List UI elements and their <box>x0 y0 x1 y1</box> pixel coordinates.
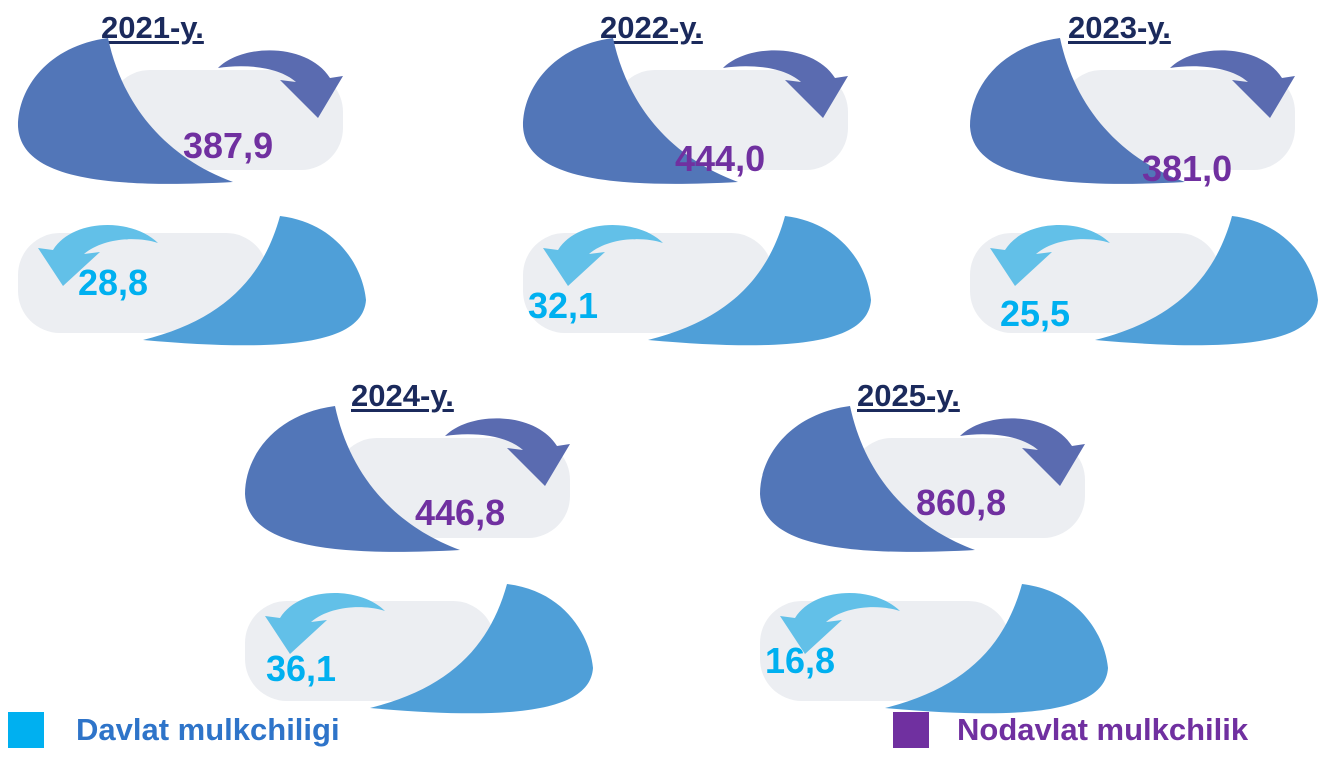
year-group-2024: 2024-y. 446,8 36,1 <box>245 378 605 723</box>
davlat-value: 25,5 <box>1000 293 1071 334</box>
year-group-2022: 2022-y. 444,0 32,1 <box>523 10 883 355</box>
infographic-shape <box>523 38 871 346</box>
top-leaf-shape <box>523 38 738 184</box>
davlat-value: 16,8 <box>765 640 836 681</box>
top-arrow-icon <box>445 418 570 486</box>
bottom-leaf-shape <box>648 216 871 346</box>
bottom-arrow-icon <box>543 225 663 286</box>
top-arrow-icon <box>723 50 848 118</box>
nodavlat-value: 444,0 <box>675 138 766 179</box>
year-title: 2021-y. <box>101 10 204 45</box>
year-title: 2025-y. <box>857 378 960 413</box>
top-arrow-icon <box>1170 50 1295 118</box>
bottom-leaf-shape <box>1095 216 1318 346</box>
top-leaf-shape <box>18 38 233 184</box>
year-group-2025: 2025-y. 860,8 16,8 <box>760 378 1120 723</box>
year-title: 2023-y. <box>1068 10 1171 45</box>
year-group-2023: 2023-y. 381,0 25,5 <box>970 10 1330 355</box>
bottom-leaf-shape <box>885 584 1108 714</box>
davlat-value: 36,1 <box>266 648 337 689</box>
infographic-shape <box>18 38 366 346</box>
year-group-2021: 2021-y. 387,9 28,8 <box>18 10 378 355</box>
infographic-shape <box>245 406 593 714</box>
year-title: 2024-y. <box>351 378 454 413</box>
bottom-arrow-icon <box>990 225 1110 286</box>
top-leaf-shape <box>760 406 975 552</box>
legend-davlat: Davlat mulkchiligi <box>8 712 340 748</box>
top-leaf-shape <box>245 406 460 552</box>
top-leaf-shape <box>970 38 1185 184</box>
legend-label-davlat: Davlat mulkchiligi <box>76 712 340 747</box>
nodavlat-value: 387,9 <box>183 125 274 166</box>
bottom-leaf-shape <box>143 216 366 346</box>
bottom-arrow-icon <box>38 225 158 286</box>
nodavlat-value: 446,8 <box>415 492 506 533</box>
year-title: 2022-y. <box>600 10 703 45</box>
top-arrow-icon <box>960 418 1085 486</box>
bottom-arrow-icon <box>780 593 900 654</box>
infographic-shape <box>760 406 1108 714</box>
legend-nodavlat: Nodavlat mulkchilik <box>893 712 1248 748</box>
davlat-value: 28,8 <box>78 262 149 303</box>
davlat-value: 32,1 <box>528 285 599 326</box>
nodavlat-value: 860,8 <box>916 482 1007 523</box>
legend-label-nodavlat: Nodavlat mulkchilik <box>957 712 1249 747</box>
legend-swatch-nodavlat <box>893 712 929 748</box>
infographic-shape <box>970 38 1318 346</box>
top-arrow-icon <box>218 50 343 118</box>
bottom-leaf-shape <box>370 584 593 714</box>
legend-swatch-davlat <box>8 712 44 748</box>
bottom-arrow-icon <box>265 593 385 654</box>
nodavlat-value: 381,0 <box>1142 148 1233 189</box>
